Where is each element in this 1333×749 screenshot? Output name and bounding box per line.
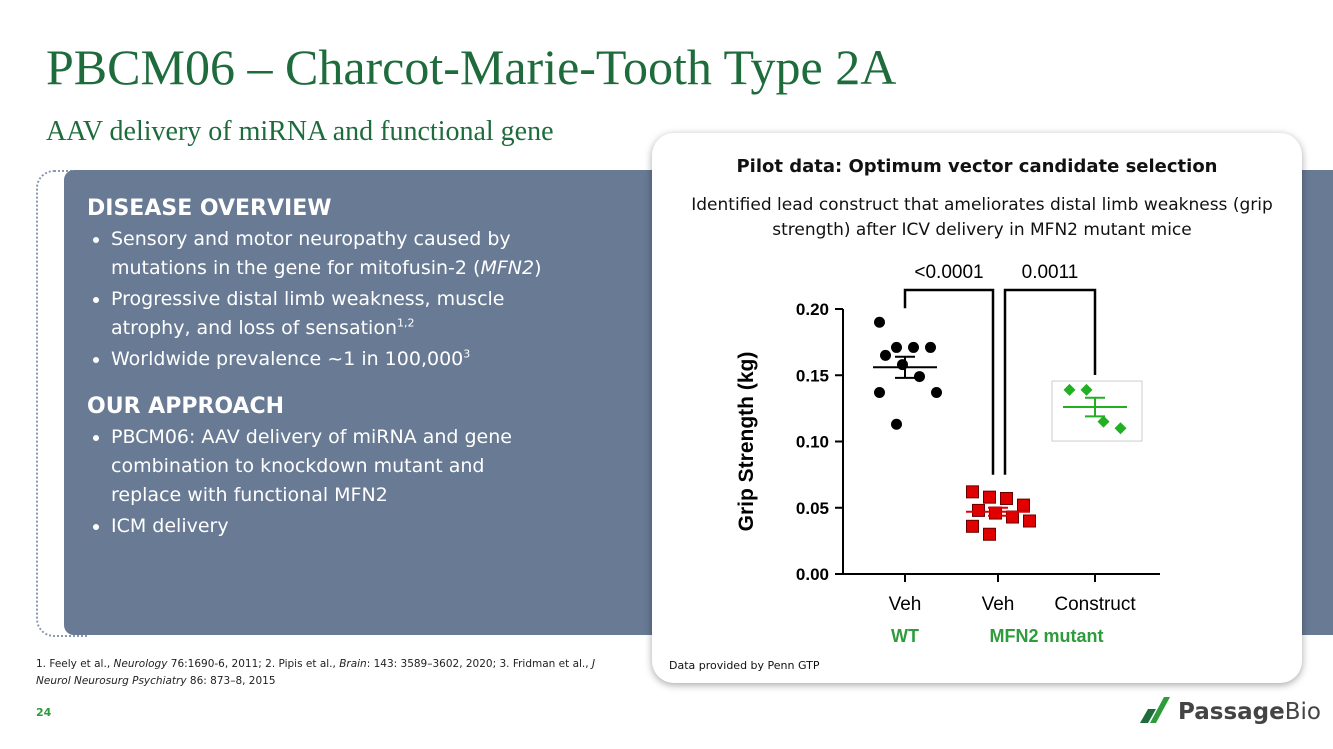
- text-run: ): [534, 257, 542, 279]
- point: [897, 359, 908, 371]
- point: [972, 503, 985, 517]
- bullet-list: Sensory and motor neuropathy caused by m…: [87, 225, 557, 374]
- point: [908, 341, 919, 353]
- text-run: ICM delivery: [111, 515, 229, 537]
- y-tick-label: 0.00: [796, 565, 829, 584]
- section-heading: OUR APPROACH: [87, 394, 285, 419]
- section-heading: DISEASE OVERVIEW: [87, 196, 332, 221]
- footnote: 1. Feely et al., Neurology 76:1690-6, 20…: [36, 656, 616, 690]
- y-axis-label: Grip Strength (kg): [735, 352, 758, 532]
- bullet-list: PBCM06: AAV delivery of miRNA and gene c…: [87, 423, 557, 541]
- dotted-border: [36, 170, 88, 637]
- point: [880, 349, 891, 361]
- point: [1023, 514, 1036, 528]
- group-label: MFN2 mutant: [990, 626, 1104, 646]
- point: [1080, 383, 1093, 396]
- bullet: ICM delivery: [111, 512, 557, 541]
- bullet: Progressive distal limb weakness, muscle…: [111, 285, 557, 343]
- p-value: 0.0011: [1022, 262, 1079, 283]
- subtitle: AAV delivery of miRNA and functional gen…: [46, 116, 554, 147]
- text-run: : 143: 3589–3602, 2020; 3. Fridman et al…: [366, 658, 592, 670]
- point: [925, 341, 936, 353]
- point: [983, 490, 996, 504]
- point: [983, 527, 996, 541]
- card-description: Identified lead construct that ameliorat…: [691, 195, 1273, 240]
- bullet: Sensory and motor neuropathy caused by m…: [111, 225, 557, 283]
- x-tick-label: Construct: [1054, 594, 1136, 615]
- significance-bracket: [1003, 288, 1097, 475]
- page-number: 24: [36, 706, 52, 719]
- point: [1006, 510, 1019, 524]
- x-tick-label: Veh: [982, 594, 1015, 615]
- text-run: Brain: [339, 658, 367, 670]
- logo: PassageBio: [1140, 697, 1321, 725]
- x-tick-label: Veh: [889, 594, 922, 615]
- text-run: MFN2: [480, 257, 535, 279]
- point: [1000, 491, 1013, 505]
- text-run: 76:1690-6, 2011; 2. Pipis et al.,: [167, 658, 340, 670]
- logo-text: Passage: [1178, 699, 1285, 725]
- logo-icon: [1140, 697, 1170, 723]
- inset-box: [1051, 380, 1143, 442]
- bullet: Worldwide prevalence ~1 in 100,0003: [111, 345, 557, 374]
- point: [914, 371, 925, 383]
- text-run: 86: 873–8, 2015: [186, 675, 276, 687]
- text-run: 1. Feely et al.,: [36, 658, 114, 670]
- point: [1017, 498, 1030, 512]
- point: [874, 316, 885, 328]
- card-heading: Pilot data: Optimum vector candidate sel…: [736, 156, 1218, 177]
- y-tick-label: 0.15: [796, 366, 829, 385]
- point: [966, 519, 979, 533]
- text-run: 1,2: [396, 316, 415, 330]
- text-run: Progressive distal limb weakness, muscle…: [111, 288, 505, 339]
- error-bar: [895, 355, 915, 379]
- point: [989, 506, 1002, 520]
- point: [891, 418, 902, 430]
- text-run: Worldwide prevalence ~1 in 100,000: [111, 348, 464, 370]
- significance-bracket: [903, 288, 995, 475]
- point: [931, 386, 942, 398]
- group-label: WT: [891, 626, 919, 646]
- point: [874, 386, 885, 398]
- error-bar: [1085, 396, 1105, 418]
- point: [966, 485, 979, 499]
- y-tick-label: 0.20: [796, 300, 829, 319]
- text-run: Sensory and motor neuropathy caused by m…: [111, 228, 511, 279]
- p-value: <0.0001: [914, 262, 983, 283]
- point: [1114, 422, 1127, 435]
- text-run: PBCM06: AAV delivery of miRNA and gene c…: [111, 426, 512, 506]
- y-tick-label: 0.05: [796, 499, 829, 518]
- point: [891, 341, 902, 353]
- credit: Data provided by Penn GTP: [669, 659, 820, 672]
- point: [1097, 415, 1110, 428]
- text-run: 3: [463, 347, 471, 361]
- bullet: PBCM06: AAV delivery of miRNA and gene c…: [111, 423, 557, 510]
- y-tick-label: 0.10: [796, 433, 829, 452]
- point: [1063, 383, 1076, 396]
- panel-text: DISEASE OVERVIEW Sensory and motor neurop…: [87, 194, 557, 559]
- title: PBCM06 – Charcot-Marie-Tooth Type 2A: [46, 39, 897, 95]
- error-bar: [988, 506, 1008, 517]
- text-run: Neurology: [113, 658, 168, 670]
- text-run: J Neurol Neurosurg Psychiatry: [36, 658, 596, 687]
- card: [652, 133, 1302, 683]
- logo-text: Bio: [1284, 699, 1321, 725]
